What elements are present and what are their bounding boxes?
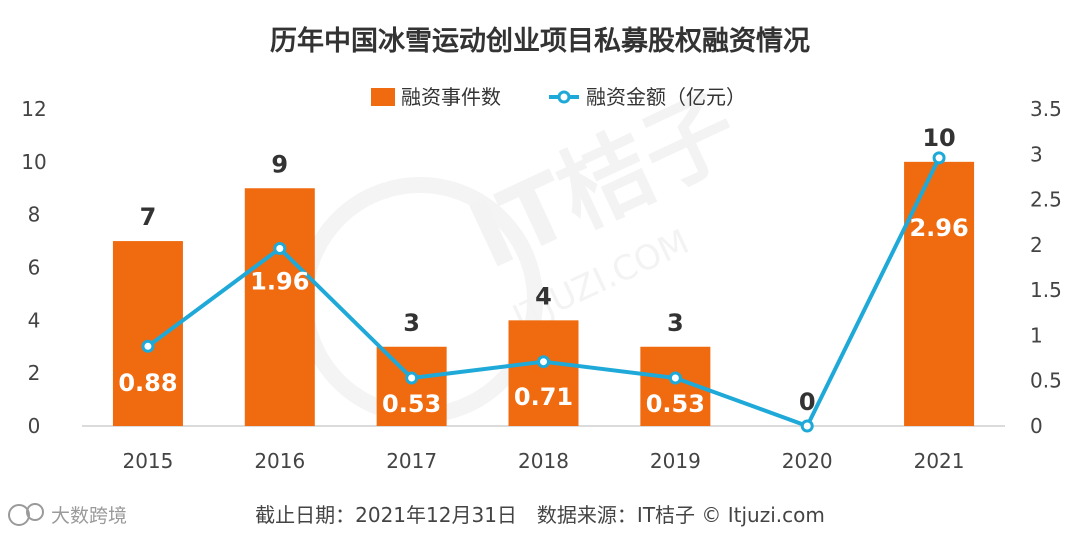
x-tick-label: 2021 <box>914 449 965 473</box>
x-tick-label: 2019 <box>650 449 701 473</box>
bar-labels: 7 9 3 4 3 0 10 <box>140 124 956 416</box>
y-left-tick-label: 2 <box>28 361 41 385</box>
line-point <box>141 339 155 353</box>
y-left-tick-label: 0 <box>28 414 41 438</box>
line-point <box>273 241 287 255</box>
wechat-icon-bubble <box>26 503 44 521</box>
bar <box>112 241 183 426</box>
bar-value-label: 3 <box>403 309 420 337</box>
footnote: 截止日期：2021年12月31日 数据来源：IT桔子 © Itjuzi.com <box>255 503 825 527</box>
legend-bar-label: 融资事件数 <box>401 85 501 109</box>
line-series <box>141 151 946 433</box>
bar-value-label: 7 <box>140 203 157 231</box>
line-point <box>668 371 682 385</box>
line-point <box>800 419 814 433</box>
bar-value-label: 3 <box>667 309 684 337</box>
y-right-tick-label: 3.5 <box>1030 97 1062 121</box>
bar <box>508 320 579 426</box>
legend-line-marker <box>557 90 571 104</box>
line-value-label: 0.53 <box>382 390 441 418</box>
legend-line-label: 融资金额（亿元） <box>586 85 746 109</box>
y-left-tick-label: 4 <box>28 308 41 332</box>
chart-title: 历年中国冰雪运动创业项目私募股权融资情况 <box>270 25 810 57</box>
y-right-tick-label: 0 <box>1030 414 1043 438</box>
y-right-tick-label: 2 <box>1030 233 1043 257</box>
y-right-tick-label: 2.5 <box>1030 188 1062 212</box>
line-point <box>932 151 946 165</box>
y-right-tick-label: 1.5 <box>1030 278 1062 302</box>
line-value-label: 0.53 <box>646 390 705 418</box>
bar <box>244 188 315 426</box>
y-right-tick-label: 3 <box>1030 142 1043 166</box>
bar-value-label: 0 <box>799 388 816 416</box>
legend: 融资事件数 融资金额（亿元） <box>371 85 746 109</box>
line-value-label: 1.96 <box>250 267 309 295</box>
y-left-tick-label: 12 <box>21 97 46 121</box>
bar-value-label: 4 <box>535 282 552 310</box>
y-right-tick-label: 0.5 <box>1030 369 1062 393</box>
wechat-icon <box>8 504 30 526</box>
x-tick-label: 2020 <box>782 449 833 473</box>
bars <box>112 161 975 427</box>
line-labels: 0.88 1.96 0.53 0.71 0.53 2.96 <box>118 214 968 418</box>
line-point <box>537 355 550 369</box>
line-value-label: 0.71 <box>514 383 573 411</box>
line-point <box>405 371 419 385</box>
bar <box>376 346 447 426</box>
y-left-tick-label: 10 <box>21 150 46 174</box>
x-tick-label: 2015 <box>122 449 173 473</box>
legend-bar-swatch <box>371 88 395 106</box>
y-left-tick-label: 6 <box>28 256 41 280</box>
line-value-label: 2.96 <box>909 214 968 242</box>
y-left-tick-label: 8 <box>28 203 41 227</box>
y-right-tick-label: 1 <box>1030 323 1043 347</box>
x-tick-label: 2017 <box>386 449 437 473</box>
bar-value-label: 10 <box>922 124 955 152</box>
x-tick-label: 2018 <box>518 449 569 473</box>
x-tick-label: 2016 <box>254 449 305 473</box>
line-value-label: 0.88 <box>118 369 177 397</box>
corner-watermark: 大数跨境 <box>8 503 127 527</box>
corner-watermark-text: 大数跨境 <box>51 505 127 527</box>
bar <box>904 161 975 427</box>
bar-value-label: 9 <box>271 150 288 178</box>
axes: 0 2 4 6 8 10 12 0 0.5 1 1.5 2 2.5 3 3.5 2015 2016 2017 201… <box>21 97 1062 473</box>
